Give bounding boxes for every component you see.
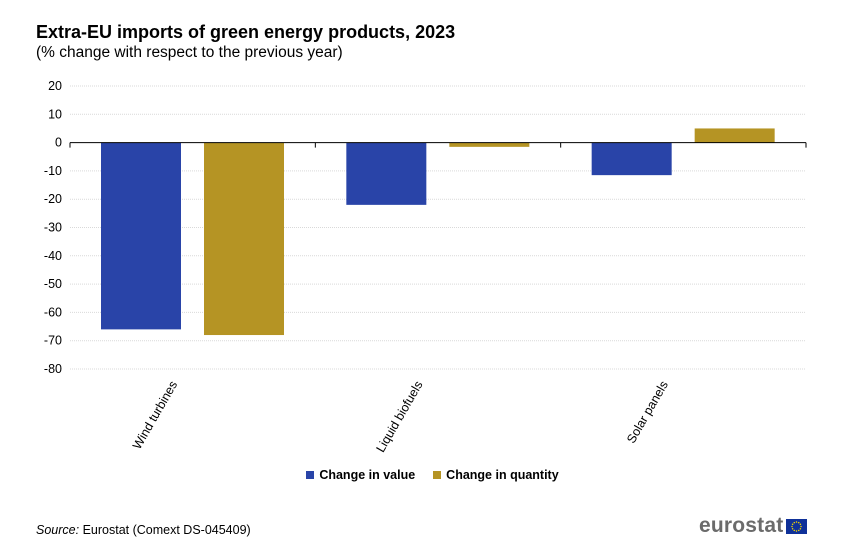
legend-swatch-value [306,471,315,479]
bar-quantity [694,128,775,143]
legend-item-value: Change in value [306,468,415,482]
bar-value [101,142,181,330]
y-tick-label: 10 [48,107,62,121]
y-tick-label: -70 [44,334,62,348]
flag-star-icon [798,529,800,531]
source-label: Source: [36,523,80,537]
category-label: Liquid biofuels [374,379,426,455]
flag-star-icon [796,520,798,523]
legend: Change in value Change in quantity [0,468,865,482]
flag-star-icon [798,521,800,523]
flag-star-icon [796,529,798,532]
y-tick-label: -10 [44,164,62,178]
flag-star-icon [792,527,794,529]
y-tick-label: 0 [55,136,62,150]
flag-star-icon [793,529,796,531]
legend-swatch-quantity [433,471,442,479]
logo-text: eurostat [699,514,784,537]
eu-flag-icon [786,518,808,534]
y-tick-label: -80 [44,362,62,376]
bar-quantity [204,142,284,336]
eurostat-logo: eurostat [699,514,808,538]
source-text: Eurostat (Comext DS-045409) [79,523,251,537]
category-label: Wind turbines [130,379,180,452]
chart-subtitle: (% change with respect to the previous y… [36,44,343,61]
flag-star-icon [800,523,802,525]
flag-star-icon [800,525,803,527]
bar-value [591,142,672,176]
flag-star-icon [791,525,794,527]
y-tick-label: -40 [44,249,62,263]
y-tick-label: -20 [44,192,62,206]
bar-value [346,142,427,205]
flag-star-icon [793,521,796,523]
y-tick-label: -50 [44,277,62,291]
y-tick-label: -60 [44,305,62,319]
flag-star-icon [792,523,794,525]
bar-quantity [449,142,530,147]
chart-title: Extra-EU imports of green energy product… [36,22,456,42]
legend-item-quantity: Change in quantity [433,468,559,482]
flag-star-icon [800,527,802,529]
category-label: Solar panels [624,379,671,446]
source-note: Source: Eurostat (Comext DS-045409) [36,523,251,537]
y-tick-label: 20 [48,79,62,93]
legend-label-value: Change in value [319,468,416,482]
y-tick-label: -30 [44,221,62,235]
legend-label-quantity: Change in quantity [446,468,559,482]
